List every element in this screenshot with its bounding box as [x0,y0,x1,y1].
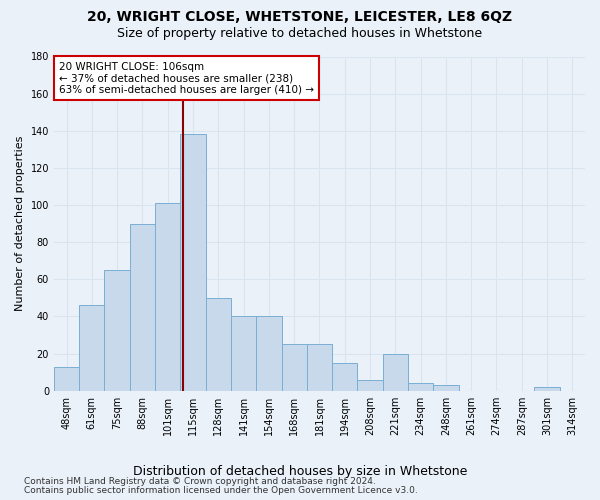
Bar [206,298,231,391]
Bar [433,385,458,391]
Text: 20 WRIGHT CLOSE: 106sqm
← 37% of detached houses are smaller (238)
63% of semi-d: 20 WRIGHT CLOSE: 106sqm ← 37% of detache… [59,62,314,94]
Bar [358,380,383,391]
Bar [408,384,433,391]
Text: 20, WRIGHT CLOSE, WHETSTONE, LEICESTER, LE8 6QZ: 20, WRIGHT CLOSE, WHETSTONE, LEICESTER, … [88,10,512,24]
Bar [54,366,79,391]
Bar [231,316,256,391]
Bar [383,354,408,391]
Bar [535,387,560,391]
Bar [155,203,181,391]
Bar [256,316,281,391]
Bar [281,344,307,391]
Bar [130,224,155,391]
Bar [104,270,130,391]
Bar [181,134,206,391]
Y-axis label: Number of detached properties: Number of detached properties [15,136,25,312]
Bar [332,363,358,391]
Text: Size of property relative to detached houses in Whetstone: Size of property relative to detached ho… [118,28,482,40]
Text: Distribution of detached houses by size in Whetstone: Distribution of detached houses by size … [133,465,467,478]
Text: Contains HM Land Registry data © Crown copyright and database right 2024.: Contains HM Land Registry data © Crown c… [24,477,376,486]
Bar [307,344,332,391]
Bar [79,306,104,391]
Text: Contains public sector information licensed under the Open Government Licence v3: Contains public sector information licen… [24,486,418,495]
